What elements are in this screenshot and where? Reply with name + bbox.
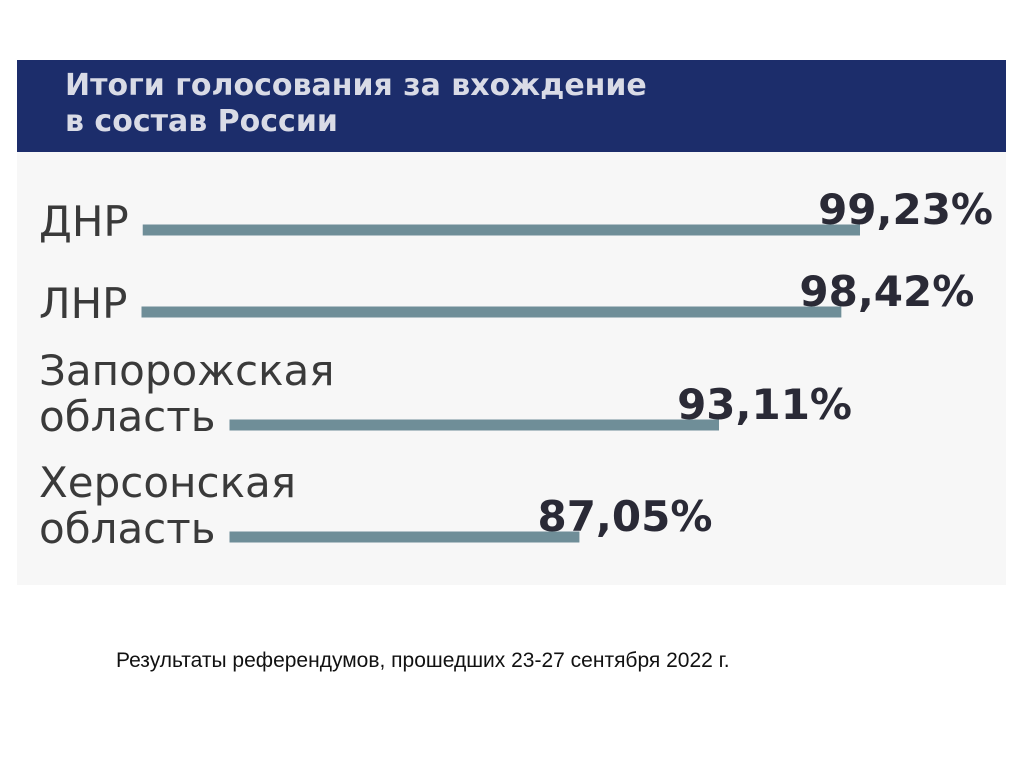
value-label: 93,11%	[677, 380, 852, 429]
region-label: Херсонская	[39, 458, 296, 507]
region-label: область	[39, 504, 216, 553]
bar	[229, 531, 580, 543]
region-label: область	[39, 392, 216, 441]
chart-header: Итоги голосования за вхождение в состав …	[17, 60, 1006, 152]
region-label: ЛНР	[39, 279, 128, 328]
region-label: Запорожская	[39, 346, 334, 395]
bar	[229, 419, 720, 431]
value-label: 98,42%	[799, 267, 974, 316]
chart-panel: Итоги голосования за вхождение в состав …	[17, 60, 1006, 585]
chart-title: Итоги голосования за вхождение в состав …	[65, 68, 647, 139]
value-label: 99,23%	[818, 185, 993, 234]
slide-caption: Результаты референдумов, прошедших 23-27…	[116, 649, 730, 672]
bar	[141, 306, 842, 318]
region-label: ДНР	[39, 197, 129, 246]
bar	[142, 224, 860, 236]
value-label: 87,05%	[537, 492, 712, 541]
